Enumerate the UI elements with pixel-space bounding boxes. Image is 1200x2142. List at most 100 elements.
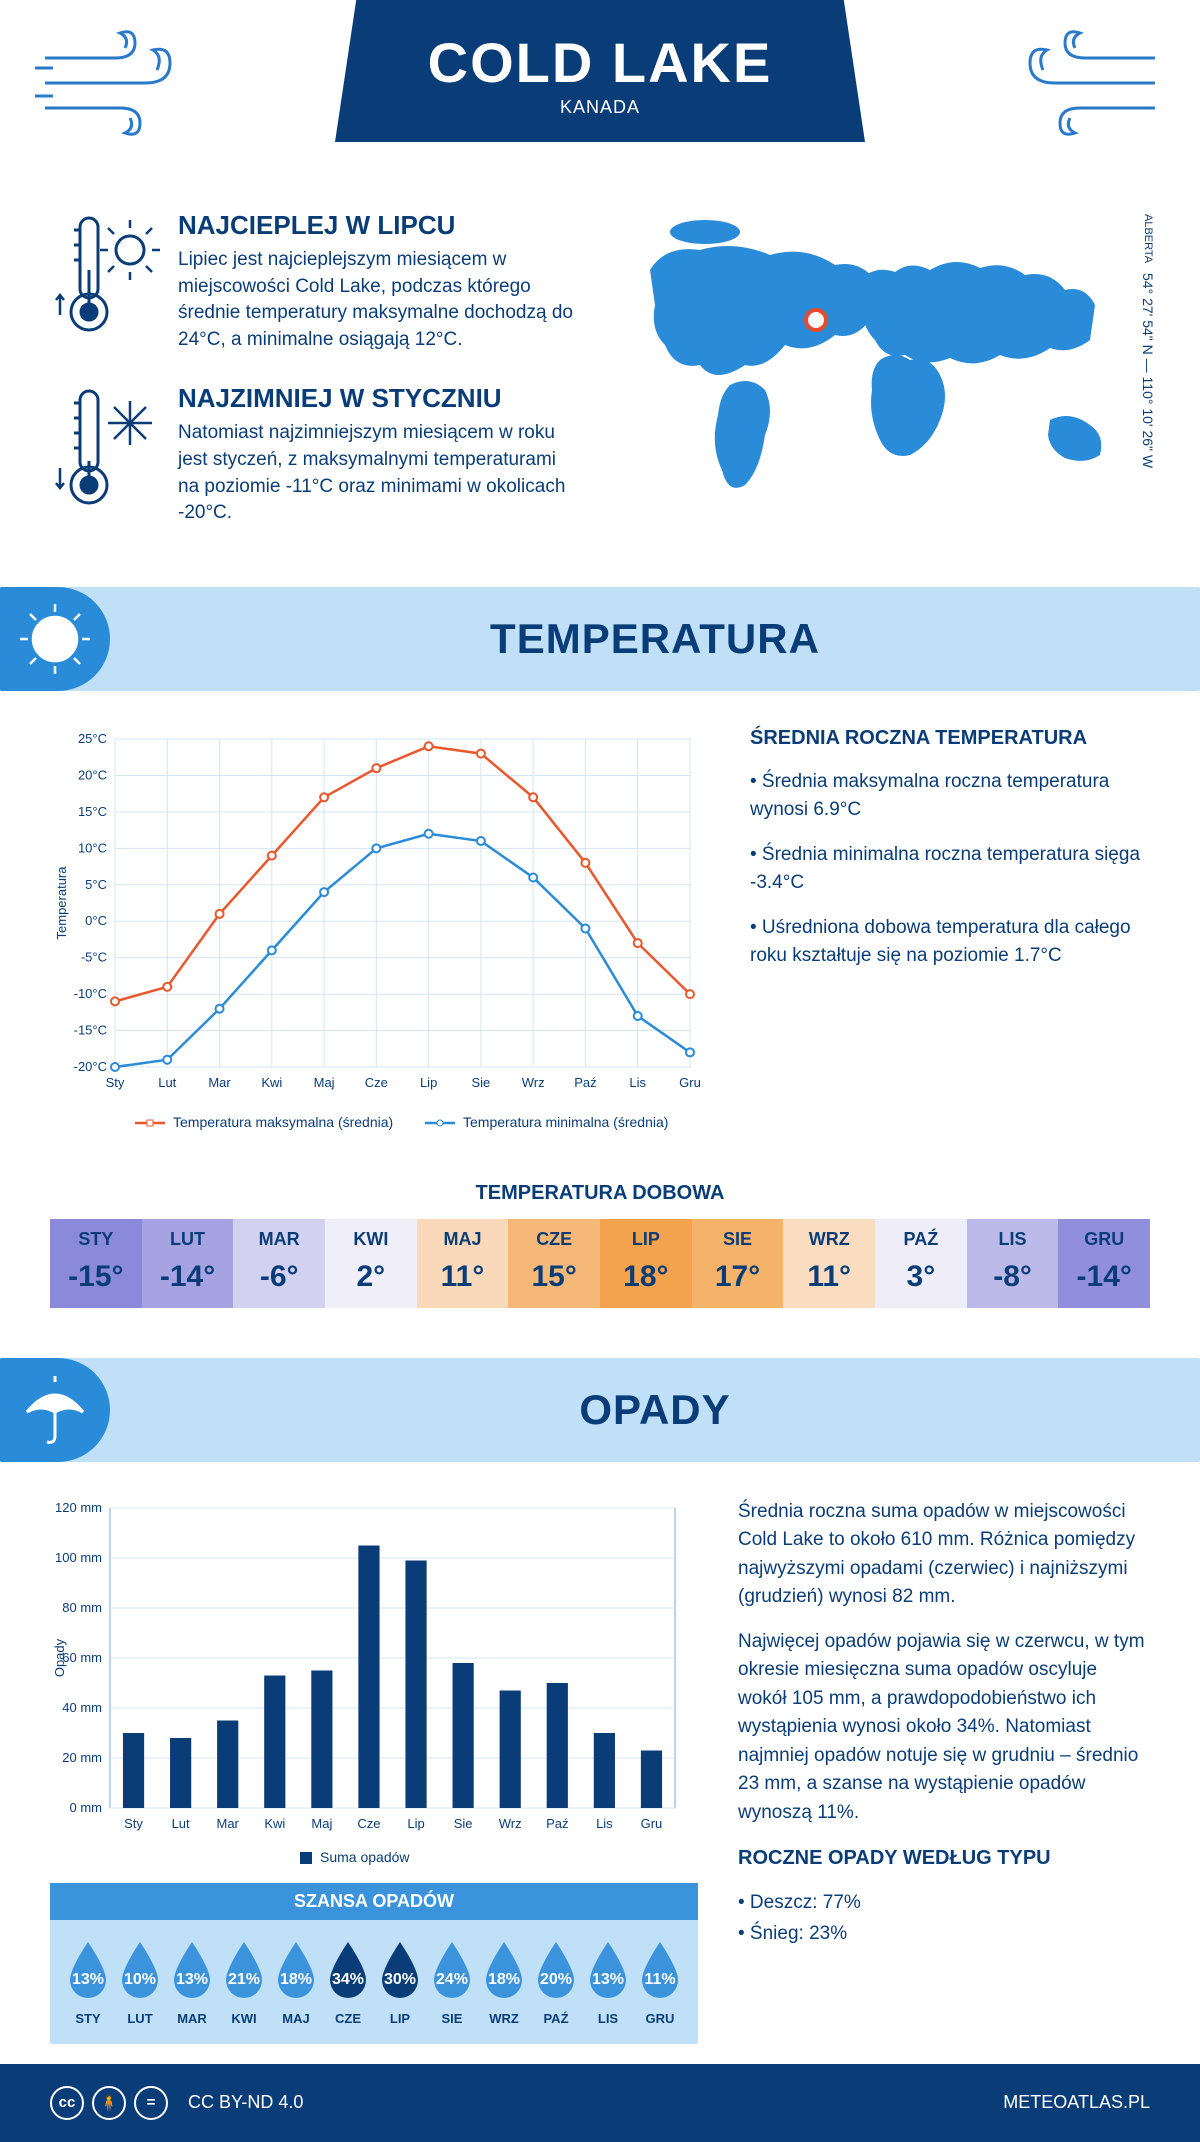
daily-cell: SIE17° [692, 1219, 784, 1308]
chance-drop: 20% PAŹ [530, 1938, 582, 2026]
svg-text:60 mm: 60 mm [62, 1650, 102, 1665]
coord-text: 54° 27' 54" N — 110° 10' 26" W [1140, 273, 1156, 468]
svg-text:Lis: Lis [629, 1075, 646, 1090]
world-map [610, 210, 1150, 510]
section-bar-precip: OPADY [0, 1358, 1200, 1462]
svg-text:Suma opadów: Suma opadów [320, 1849, 410, 1865]
svg-text:Sty: Sty [106, 1075, 125, 1090]
svg-text:Cze: Cze [357, 1816, 380, 1831]
section-title-precip: OPADY [110, 1386, 1200, 1434]
svg-text:Lis: Lis [596, 1816, 613, 1831]
svg-text:Mar: Mar [217, 1816, 240, 1831]
cold-title: NAJZIMNIEJ W STYCZNIU [178, 383, 580, 414]
chance-drop: 13% STY [62, 1938, 114, 2026]
temp-bullet: • Uśredniona dobowa temperatura dla całe… [750, 914, 1150, 971]
svg-text:-20°C: -20°C [74, 1059, 107, 1074]
svg-text:13%: 13% [72, 1971, 104, 1988]
svg-text:Gru: Gru [641, 1816, 663, 1831]
by-icon: 🧍 [92, 2086, 126, 2120]
svg-text:Temperatura maksymalna (średni: Temperatura maksymalna (średnia) [173, 1114, 393, 1130]
temp-side-title: ŚREDNIA ROCZNA TEMPERATURA [750, 727, 1150, 750]
temp-bullet: • Średnia minimalna roczna temperatura s… [750, 841, 1150, 898]
svg-text:20%: 20% [540, 1971, 572, 1988]
daily-cell: CZE15° [508, 1219, 600, 1308]
svg-text:0 mm: 0 mm [70, 1800, 103, 1815]
section-bar-temp: TEMPERATURA [0, 587, 1200, 691]
svg-text:Sty: Sty [124, 1816, 143, 1831]
umbrella-icon [15, 1370, 95, 1450]
chance-drop: 34% CZE [322, 1938, 374, 2026]
daily-cell: LUT-14° [142, 1219, 234, 1308]
svg-text:Temperatura: Temperatura [54, 865, 69, 939]
svg-text:Gru: Gru [679, 1075, 701, 1090]
chance-title: SZANSA OPADÓW [50, 1883, 698, 1920]
page: COLD LAKE KANADA NAJCIEPLEJ W [0, 0, 1200, 2142]
temp-side-text: ŚREDNIA ROCZNA TEMPERATURA • Średnia mak… [750, 727, 1150, 1152]
license-badges: cc 🧍 = CC BY-ND 4.0 [50, 2086, 303, 2120]
svg-text:10°C: 10°C [78, 840, 107, 855]
temp-chart: -20°C-15°C-10°C-5°C0°C5°C10°C15°C20°C25°… [50, 727, 710, 1152]
title-banner: COLD LAKE KANADA [335, 0, 865, 142]
svg-text:13%: 13% [176, 1971, 208, 1988]
svg-text:24%: 24% [436, 1971, 468, 1988]
daily-strip: STY-15°LUT-14°MAR-6°KWI2°MAJ11°CZE15°LIP… [50, 1219, 1150, 1308]
svg-text:11%: 11% [644, 1971, 675, 1988]
precip-type-title: ROCZNE OPADY WEDŁUG TYPU [738, 1847, 1150, 1870]
svg-text:34%: 34% [332, 1971, 364, 1988]
svg-text:Sie: Sie [472, 1075, 491, 1090]
thermometer-sun-icon [50, 210, 160, 340]
svg-text:Maj: Maj [314, 1075, 335, 1090]
svg-text:120 mm: 120 mm [55, 1500, 102, 1515]
intro-row: NAJCIEPLEJ W LIPCU Lipiec jest najcieple… [0, 180, 1200, 587]
wind-icon [35, 28, 185, 138]
chance-drop: 24% SIE [426, 1938, 478, 2026]
sun-icon [15, 599, 95, 679]
svg-text:Maj: Maj [311, 1816, 332, 1831]
chance-drop: 13% MAR [166, 1938, 218, 2026]
svg-text:Mar: Mar [208, 1075, 231, 1090]
chance-panel: SZANSA OPADÓW 13% STY 10% LUT 13% MAR 21… [50, 1883, 698, 2044]
daily-cell: STY-15° [50, 1219, 142, 1308]
precip-chart: 0 mm20 mm40 mm60 mm80 mm100 mm120 mmStyL… [50, 1498, 690, 1878]
svg-text:-15°C: -15°C [74, 1022, 107, 1037]
precip-p2: Najwięcej opadów pojawia się w czerwcu, … [738, 1628, 1150, 1828]
svg-text:-10°C: -10°C [74, 986, 107, 1001]
precip-side-text: Średnia roczna suma opadów w miejscowośc… [738, 1498, 1150, 2044]
svg-text:Paź: Paź [574, 1075, 596, 1090]
svg-text:Lip: Lip [420, 1075, 437, 1090]
daily-cell: GRU-14° [1058, 1219, 1150, 1308]
chance-drop: 21% KWI [218, 1938, 270, 2026]
daily-cell: MAR-6° [233, 1219, 325, 1308]
precip-p1: Średnia roczna suma opadów w miejscowośc… [738, 1498, 1150, 1612]
cc-icon: cc [50, 2086, 84, 2120]
precip-type-line: • Deszcz: 77% [738, 1888, 1150, 1918]
city-title: COLD LAKE [355, 30, 845, 95]
chance-drop: 11% GRU [634, 1938, 686, 2026]
svg-text:Sie: Sie [454, 1816, 473, 1831]
temp-bullet: • Średnia maksymalna roczna temperatura … [750, 768, 1150, 825]
footer: cc 🧍 = CC BY-ND 4.0 METEOATLAS.PL [0, 2064, 1200, 2142]
license-text: CC BY-ND 4.0 [188, 2092, 303, 2113]
daily-cell: LIP18° [600, 1219, 692, 1308]
warm-body: Lipiec jest najcieplejszym miesiącem w m… [178, 247, 580, 353]
svg-text:25°C: 25°C [78, 731, 107, 746]
warm-block: NAJCIEPLEJ W LIPCU Lipiec jest najcieple… [50, 210, 580, 353]
svg-text:21%: 21% [228, 1971, 260, 1988]
precip-type-line: • Śnieg: 23% [738, 1919, 1150, 1949]
svg-text:Cze: Cze [365, 1075, 388, 1090]
svg-text:40 mm: 40 mm [62, 1700, 102, 1715]
chance-drop: 18% WRZ [478, 1938, 530, 2026]
precip-column: 0 mm20 mm40 mm60 mm80 mm100 mm120 mmStyL… [50, 1498, 698, 2044]
country-subtitle: KANADA [355, 97, 845, 118]
svg-text:Kwi: Kwi [264, 1816, 285, 1831]
daily-cell: WRZ11° [783, 1219, 875, 1308]
header: COLD LAKE KANADA [0, 0, 1200, 180]
daily-cell: LIS-8° [967, 1219, 1059, 1308]
svg-text:Kwi: Kwi [261, 1075, 282, 1090]
svg-text:Lut: Lut [172, 1816, 190, 1831]
map-marker [806, 310, 826, 330]
svg-text:20°C: 20°C [78, 767, 107, 782]
svg-text:5°C: 5°C [85, 877, 107, 892]
svg-text:18%: 18% [280, 1971, 312, 1988]
svg-text:Lut: Lut [158, 1075, 176, 1090]
